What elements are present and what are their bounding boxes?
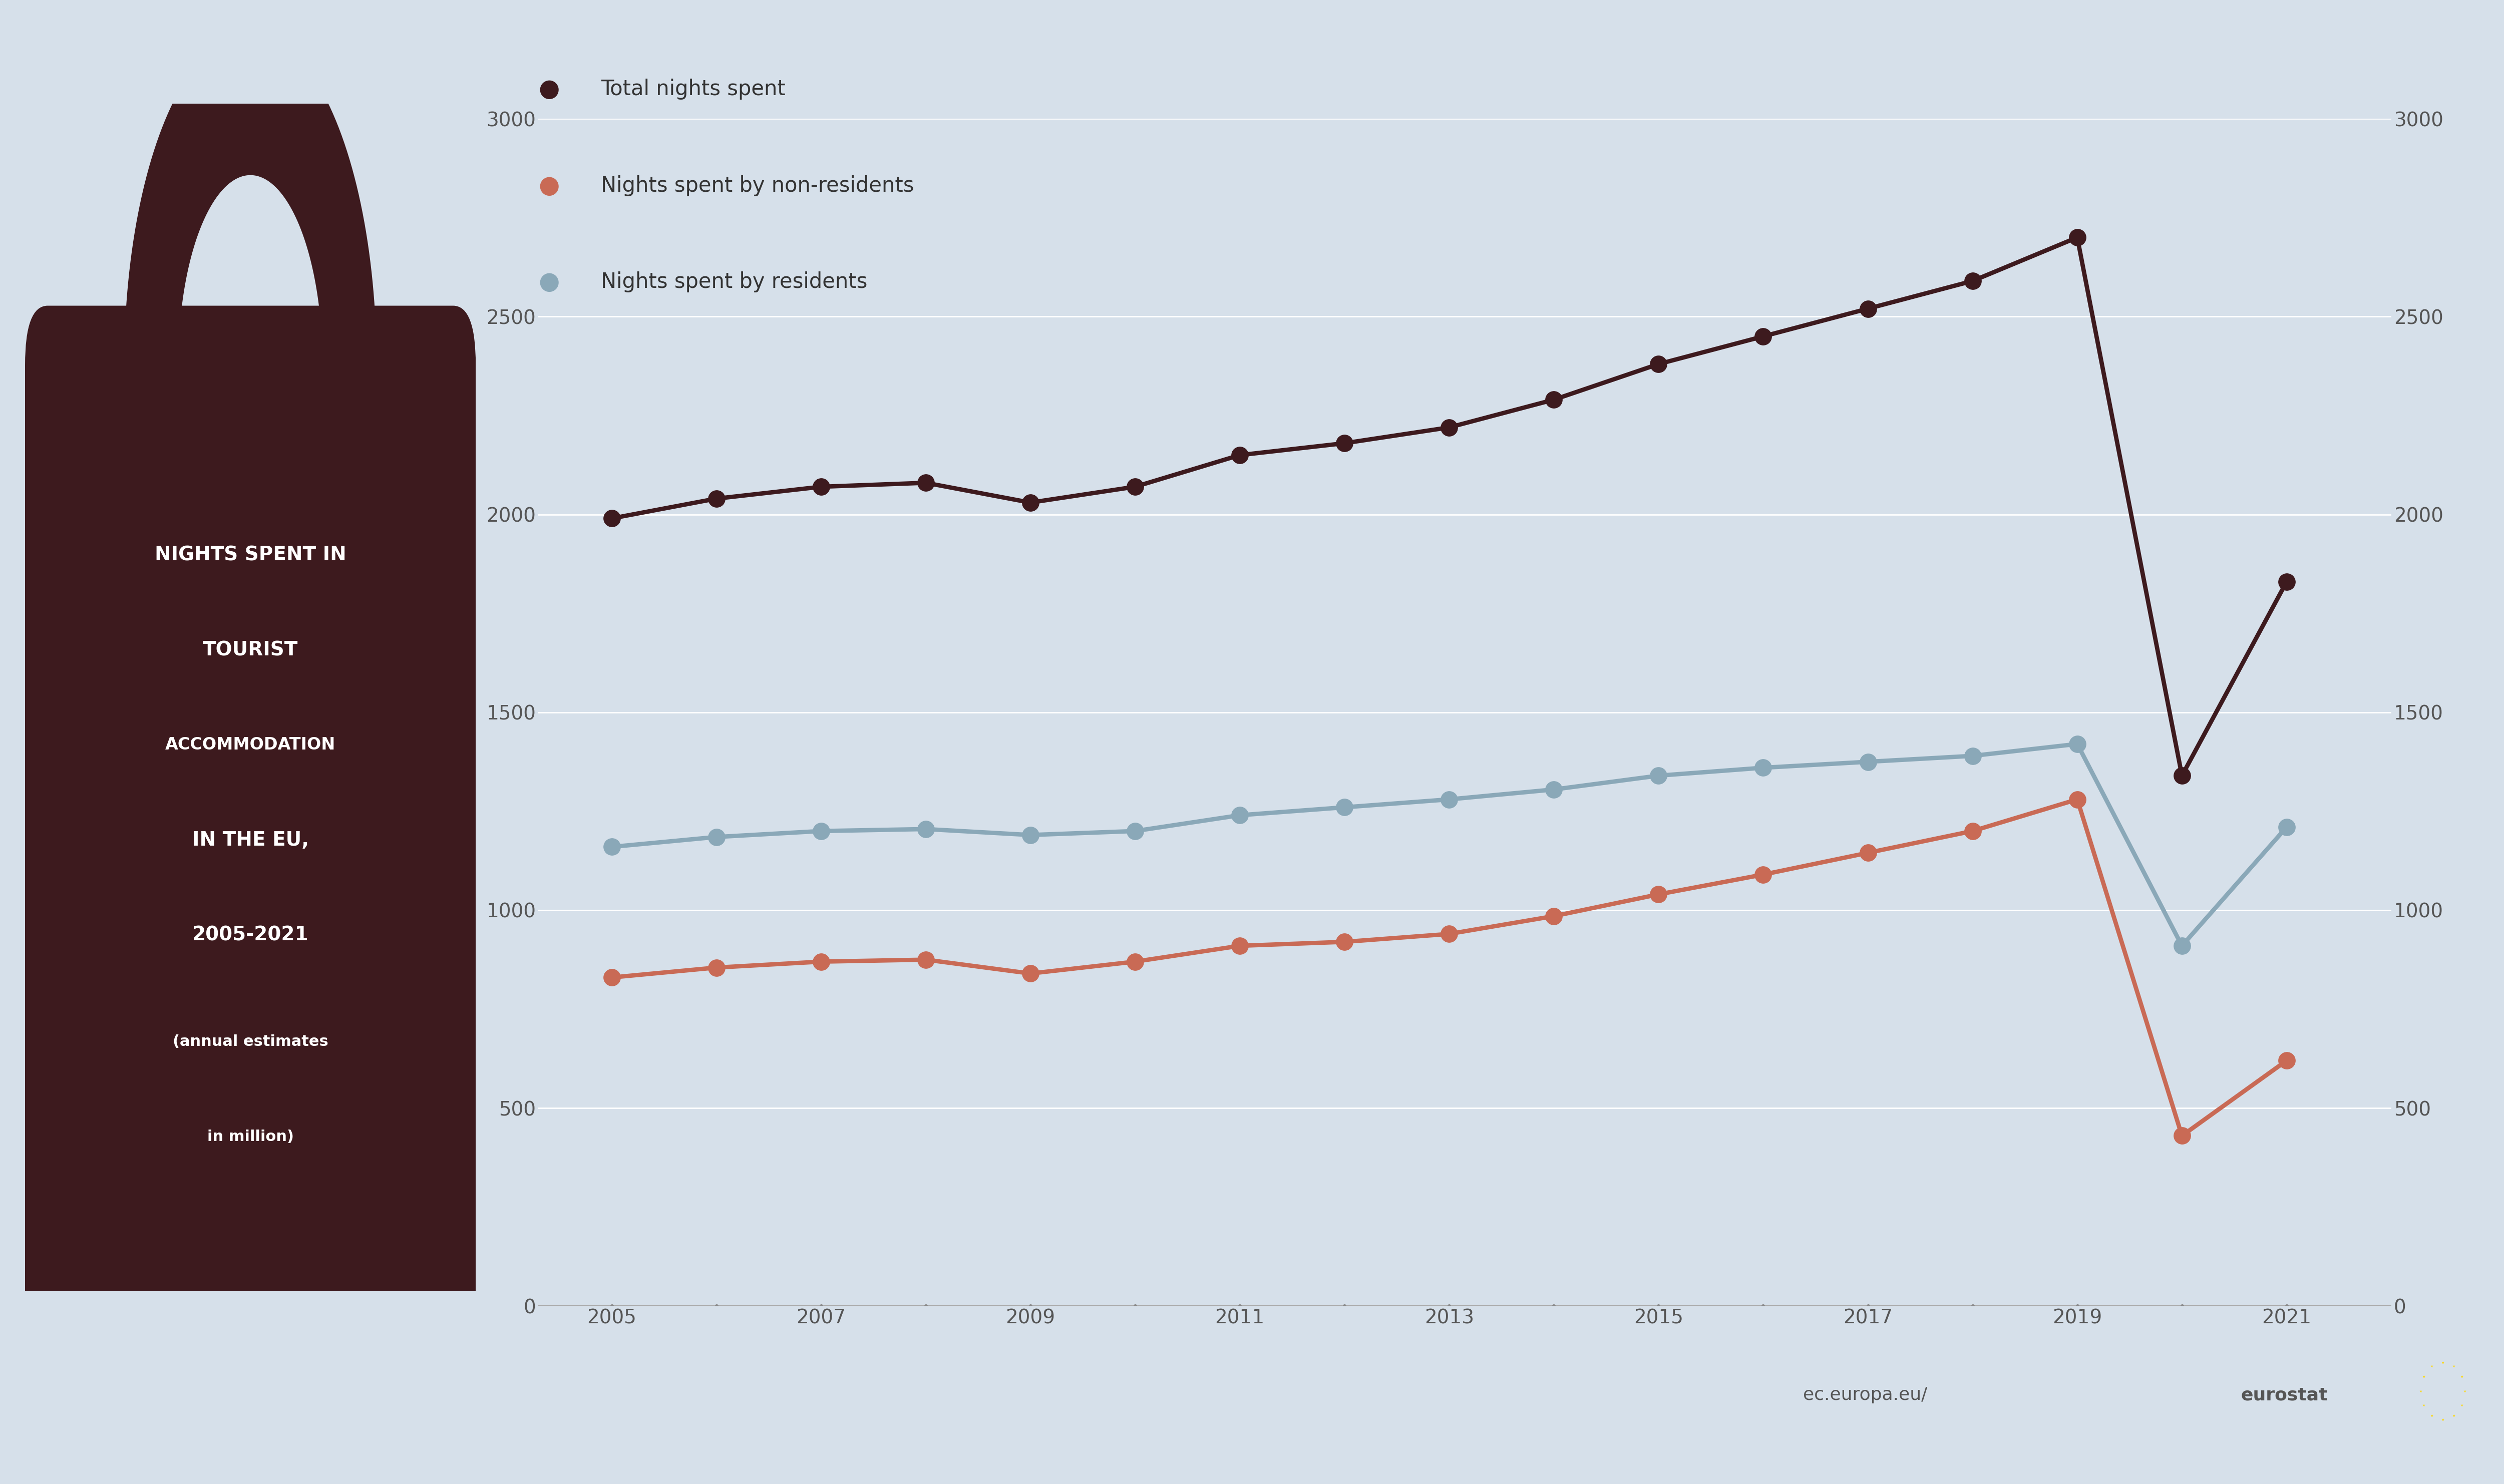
Nights spent by residents: [1958, 746, 1988, 764]
Text: in million): in million): [208, 1129, 293, 1144]
Nights spent by residents: [1540, 781, 1570, 798]
Total nights spent: [1540, 390, 1570, 408]
Nights spent by residents: [806, 822, 836, 840]
Nights spent by non-residents: [1643, 886, 1673, 904]
Text: Nights spent by non-residents: Nights spent by non-residents: [601, 175, 914, 196]
Text: ★: ★: [2421, 1404, 2426, 1407]
Nights spent by non-residents: [1748, 865, 1778, 883]
Total nights spent: [596, 509, 626, 527]
Text: ★: ★: [2419, 1389, 2421, 1393]
Total nights spent: [1748, 328, 1778, 346]
Total nights spent: [1224, 447, 1255, 464]
Total nights spent: [1643, 355, 1673, 372]
Nights spent by residents: [701, 828, 731, 846]
Nights spent by non-residents: [911, 951, 942, 969]
Nights spent by residents: [1748, 758, 1778, 776]
Nights spent by non-residents: [1540, 907, 1570, 925]
Text: IN THE EU,: IN THE EU,: [193, 831, 308, 849]
Text: 2005-2021: 2005-2021: [193, 926, 308, 944]
Line: Total nights spent: Total nights spent: [603, 229, 2296, 784]
Nights spent by non-residents: [1014, 965, 1044, 982]
Total nights spent: [1853, 300, 1883, 318]
Nights spent by non-residents: [1119, 953, 1149, 971]
Total nights spent: [1014, 494, 1044, 512]
Nights spent by non-residents: [1958, 822, 1988, 840]
Text: NIGHTS SPENT IN: NIGHTS SPENT IN: [155, 546, 346, 564]
Text: eurostat: eurostat: [2241, 1386, 2329, 1404]
Nights spent by residents: [1224, 806, 1255, 824]
Total nights spent: [701, 490, 731, 508]
Nights spent by non-residents: [1435, 925, 1465, 942]
Text: ★: ★: [2451, 1365, 2454, 1368]
Nights spent by residents: [2271, 818, 2301, 835]
Text: ●: ●: [538, 174, 558, 197]
Text: ACCOMMODATION: ACCOMMODATION: [165, 736, 336, 754]
Nights spent by non-residents: [2166, 1126, 2196, 1144]
Text: ★: ★: [2441, 1361, 2444, 1364]
Text: ★: ★: [2421, 1376, 2426, 1379]
Nights spent by residents: [1330, 798, 1360, 816]
Total nights spent: [2063, 229, 2093, 246]
Nights spent by residents: [1853, 752, 1883, 770]
Nights spent by non-residents: [701, 959, 731, 976]
Text: ★: ★: [2459, 1376, 2464, 1379]
FancyBboxPatch shape: [25, 306, 476, 1350]
Nights spent by non-residents: [1330, 933, 1360, 951]
Nights spent by residents: [1119, 822, 1149, 840]
Text: ●: ●: [538, 270, 558, 294]
Nights spent by residents: [2063, 735, 2093, 752]
Nights spent by residents: [2166, 936, 2196, 954]
Nights spent by non-residents: [1853, 844, 1883, 862]
Line: Nights spent by non-residents: Nights spent by non-residents: [603, 791, 2296, 1144]
Total nights spent: [1330, 435, 1360, 453]
Nights spent by residents: [596, 838, 626, 856]
Text: ★: ★: [2464, 1389, 2466, 1393]
Nights spent by residents: [1014, 827, 1044, 844]
Total nights spent: [2271, 573, 2301, 591]
Nights spent by residents: [911, 821, 942, 838]
Text: ★: ★: [2459, 1404, 2464, 1407]
Line: Nights spent by residents: Nights spent by residents: [603, 736, 2296, 954]
Nights spent by non-residents: [806, 953, 836, 971]
Polygon shape: [125, 33, 376, 365]
Text: (annual estimates: (annual estimates: [173, 1034, 328, 1049]
Text: ●: ●: [538, 77, 558, 101]
Text: Total nights spent: Total nights spent: [601, 79, 786, 99]
Text: TOURIST: TOURIST: [203, 641, 298, 659]
Text: ★: ★: [2431, 1414, 2434, 1417]
Text: ★: ★: [2451, 1414, 2454, 1417]
Total nights spent: [1435, 418, 1465, 436]
Text: Nights spent by residents: Nights spent by residents: [601, 272, 866, 292]
Text: ★: ★: [2431, 1365, 2434, 1368]
Nights spent by non-residents: [2063, 791, 2093, 809]
Nights spent by non-residents: [596, 969, 626, 987]
Total nights spent: [2166, 767, 2196, 785]
Total nights spent: [911, 473, 942, 491]
Total nights spent: [1958, 272, 1988, 289]
Nights spent by non-residents: [1224, 936, 1255, 954]
Total nights spent: [1119, 478, 1149, 496]
Nights spent by residents: [1643, 767, 1673, 785]
Total nights spent: [806, 478, 836, 496]
Nights spent by residents: [1435, 791, 1465, 809]
Nights spent by non-residents: [2271, 1052, 2301, 1070]
Text: ★: ★: [2441, 1419, 2444, 1422]
Text: ec.europa.eu/: ec.europa.eu/: [1803, 1386, 1928, 1404]
